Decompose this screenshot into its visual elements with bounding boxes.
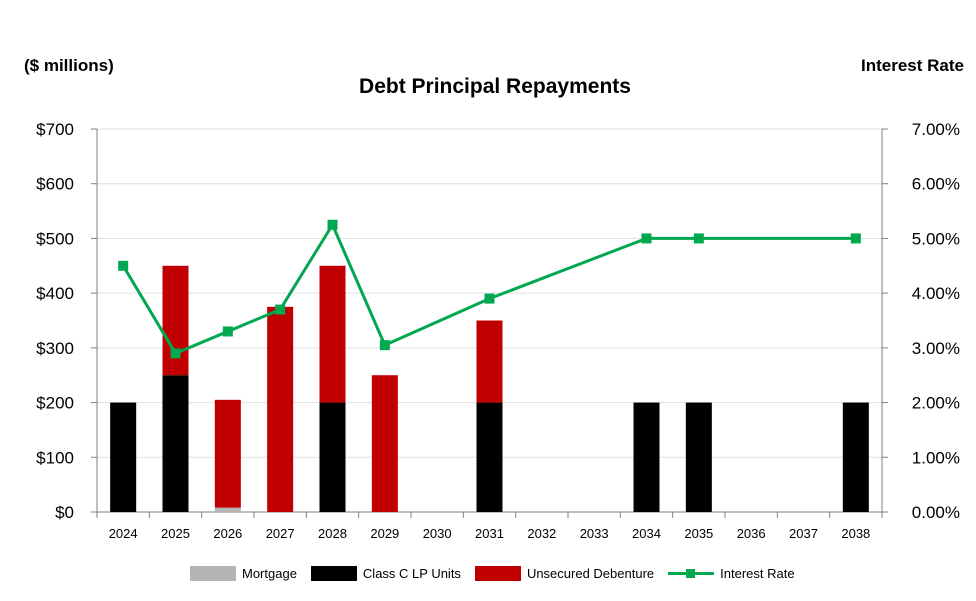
y2-axis-label: Interest Rate xyxy=(861,56,964,75)
legend-swatch-class-c xyxy=(310,566,357,581)
y-tick-label: $300 xyxy=(36,339,74,358)
y-axis-unit-label: ($ millions) xyxy=(24,56,114,75)
interest-rate-marker xyxy=(641,233,652,244)
y2-tick-label: 6.00% xyxy=(912,175,960,194)
chart-title: Debt Principal Repayments xyxy=(359,75,631,98)
x-tick-label: 2031 xyxy=(475,526,504,541)
legend-label-class-c: Class C LP Units xyxy=(362,566,461,581)
bar-class-c-lp-units xyxy=(476,402,503,512)
y2-tick-label: 2.00% xyxy=(912,394,960,413)
y2-tick-label: 0.00% xyxy=(912,503,960,522)
x-tick-label: 2033 xyxy=(580,526,609,541)
interest-rate-marker xyxy=(327,219,338,230)
bar-class-c-lp-units xyxy=(842,402,869,512)
legend-swatch-mortgage xyxy=(190,566,236,581)
interest-rate-marker xyxy=(379,340,390,351)
x-tick-label: 2035 xyxy=(684,526,713,541)
x-tick-label: 2028 xyxy=(318,526,347,541)
legend-item-interest-rate: Interest Rate xyxy=(668,566,795,581)
y2-tick-label: 1.00% xyxy=(912,448,960,467)
x-tick-label: 2025 xyxy=(161,526,190,541)
x-tick-label: 2036 xyxy=(737,526,766,541)
bar-unsecured-debenture xyxy=(162,265,189,376)
interest-rate-marker xyxy=(222,326,233,337)
y2-tick-label: 4.00% xyxy=(912,284,960,303)
x-tick-label: 2038 xyxy=(841,526,870,541)
x-tick-label: 2026 xyxy=(213,526,242,541)
interest-rate-marker xyxy=(118,260,129,271)
y-tick-label: $600 xyxy=(36,175,74,194)
interest-rate-line xyxy=(121,221,856,356)
y2-tick-label: 3.00% xyxy=(912,339,960,358)
legend-item-class-c: Class C LP Units xyxy=(310,566,461,581)
x-tick-label: 2030 xyxy=(423,526,452,541)
legend-label-mortgage: Mortgage xyxy=(242,566,297,581)
interest-rate-marker xyxy=(170,348,181,359)
legend-swatch-interest-rate xyxy=(668,566,715,581)
bar-unsecured-debenture xyxy=(371,375,398,512)
bar-unsecured-debenture xyxy=(476,320,503,403)
y2-tick-label: 5.00% xyxy=(912,229,960,248)
x-tick-label: 2034 xyxy=(632,526,661,541)
bar-class-c-lp-units xyxy=(633,402,660,512)
bar-class-c-lp-units xyxy=(162,375,189,512)
legend-label-interest-rate: Interest Rate xyxy=(720,566,795,581)
legend-item-mortgage: Mortgage xyxy=(190,566,297,581)
legend-swatch-unsecured xyxy=(474,566,521,581)
y-tick-label: $400 xyxy=(36,284,74,303)
bar-class-c-lp-units xyxy=(685,402,712,512)
interest-rate-marker xyxy=(693,233,704,244)
bar-mortgage xyxy=(214,507,241,512)
y-tick-label: $700 xyxy=(36,120,74,139)
bar-unsecured-debenture xyxy=(214,399,241,508)
y2-tick-label: 7.00% xyxy=(912,120,960,139)
y-tick-label: $100 xyxy=(36,448,74,467)
interest-rate-marker xyxy=(275,304,286,315)
y-tick-label: $0 xyxy=(55,503,74,522)
bar-unsecured-debenture xyxy=(267,306,294,512)
interest-rate-marker xyxy=(484,293,495,304)
x-tick-label: 2024 xyxy=(109,526,138,541)
interest-rate-marker xyxy=(850,233,861,244)
y-tick-label: $500 xyxy=(36,229,74,248)
x-tick-label: 2029 xyxy=(370,526,399,541)
legend-item-unsecured: Unsecured Debenture xyxy=(474,566,655,581)
x-tick-label: 2027 xyxy=(266,526,295,541)
y-tick-label: $200 xyxy=(36,394,74,413)
bar-class-c-lp-units xyxy=(110,402,137,512)
bar-unsecured-debenture xyxy=(319,265,346,403)
x-tick-label: 2032 xyxy=(527,526,556,541)
legend-label-unsecured: Unsecured Debenture xyxy=(526,566,655,581)
chart-legend: Mortgage Class C LP Units Unsecured Debe… xyxy=(190,566,809,581)
x-tick-label: 2037 xyxy=(789,526,818,541)
bar-class-c-lp-units xyxy=(319,402,346,512)
